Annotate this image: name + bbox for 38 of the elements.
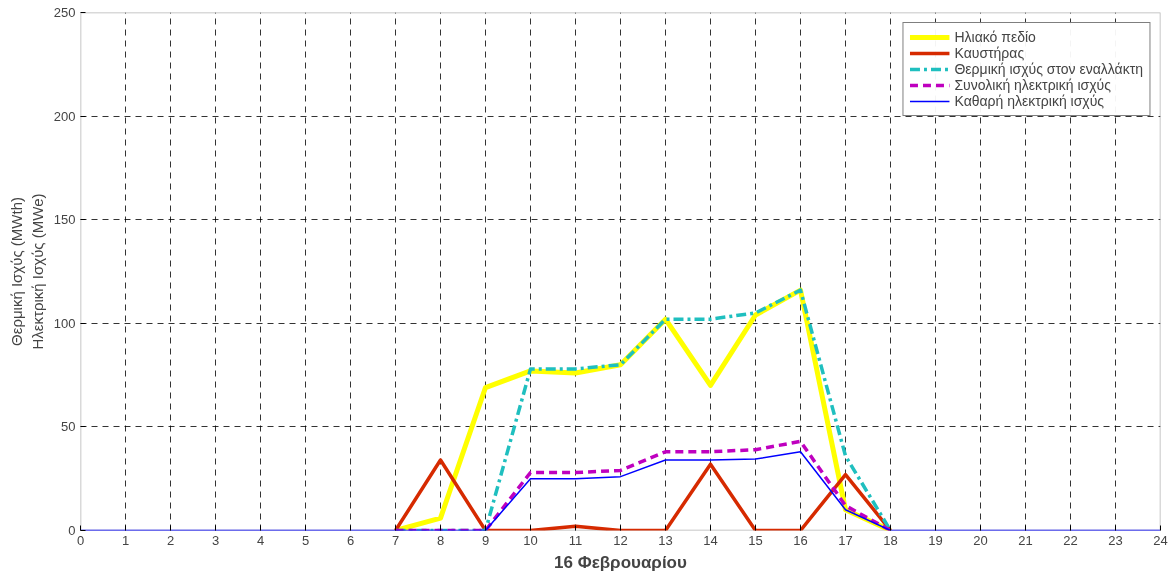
x-tick-label: 17 [838, 532, 853, 548]
x-tick-label: 16 [793, 532, 808, 548]
line-series [393, 458, 893, 531]
x-tick-label: 3 [211, 532, 220, 548]
x-tick-label: 19 [928, 532, 943, 548]
x-tick-label: 5 [301, 532, 310, 548]
legend-label: Συνολική ηλεκτρική ισχύς [954, 77, 1111, 93]
x-tick-label: 12 [613, 532, 628, 548]
x-tick-label: 1 [121, 532, 130, 548]
x-tick-label: 15 [748, 532, 763, 548]
y-tick-label: 50 [61, 419, 76, 435]
x-tick-label: 14 [703, 532, 718, 548]
y-axis-title: Θερμική Ισχύς (MWth) Ηλεκτρική Ισχύς (MWe) [8, 193, 46, 350]
legend-label: Καυστήρας [954, 45, 1025, 61]
x-tick-label: 22 [1063, 532, 1078, 548]
x-tick-label: 2 [166, 532, 175, 548]
x-tick-label: 13 [658, 532, 673, 548]
x-tick-label: 9 [481, 532, 490, 548]
x-tick-label: 20 [973, 532, 988, 548]
x-tick-label: 21 [1018, 532, 1033, 548]
x-tick-label: 10 [523, 532, 538, 548]
x-tick-label: 6 [346, 532, 355, 548]
x-tick-label: 23 [1108, 532, 1123, 548]
legend-label: Ηλιακό πεδίο [954, 29, 1036, 45]
x-tick-label: 7 [391, 532, 400, 548]
x-tick-label: 18 [883, 532, 898, 548]
x-tick-label: 8 [436, 532, 445, 548]
y-tick-label: 150 [53, 212, 76, 228]
y-tick-label: 100 [53, 315, 76, 331]
line-series [393, 439, 893, 531]
legend-label: Καθαρή ηλεκτρική ισχύς [954, 93, 1105, 109]
y-tick-label: 250 [53, 5, 76, 20]
x-tick-label: 11 [568, 532, 583, 548]
x-tick-label: 4 [256, 532, 265, 548]
y-tick-label: 200 [53, 108, 76, 124]
x-axis-title: 16 Φεβρουαρίου [554, 552, 687, 572]
legend-label: Θερμική ισχύς στον εναλλάκτη [954, 61, 1143, 77]
x-tick-label: 24 [1153, 532, 1168, 548]
